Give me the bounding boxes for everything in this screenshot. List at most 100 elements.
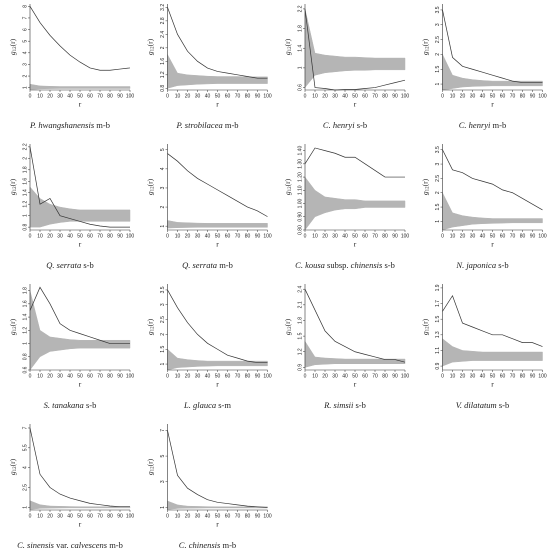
y-label-main: g	[8, 331, 17, 335]
envelope	[29, 500, 131, 510]
x-tick-label: 60	[500, 373, 506, 379]
y-tick-label: 1.4	[22, 189, 28, 196]
y-tick-label: 1	[22, 342, 28, 345]
observed-line	[442, 9, 543, 83]
x-tick-label: 50	[77, 93, 83, 99]
caption: Q. serrata s-b	[46, 260, 93, 270]
x-tick-label: 100	[401, 373, 410, 379]
x-tick-label: 100	[126, 93, 135, 99]
y-tick-label: 5.5	[22, 444, 28, 451]
x-tick-label: 10	[175, 513, 181, 519]
x-tick-label: 30	[332, 373, 338, 379]
envelope	[29, 83, 131, 90]
panel: 0.811.21.41.61.822.20 10 20 30 40 50 60 70 80 90 1…	[8, 143, 135, 270]
x-tick-label: 50	[77, 513, 83, 519]
x-tick-label: 40	[205, 93, 211, 99]
x-tick-label: 50	[490, 233, 496, 239]
x-tick-label: 20	[47, 513, 53, 519]
y-tick-label: 7	[22, 16, 28, 19]
y-axis-label: g12(r)	[145, 458, 155, 475]
x-tick-label: 30	[332, 93, 338, 99]
caption: N. japonica s-b	[455, 260, 508, 270]
x-tick-label: 100	[263, 233, 272, 239]
y-label-main: g	[145, 471, 154, 475]
y-tick-label: 1.8	[297, 317, 303, 324]
y-tick-label: 1.5	[160, 346, 166, 353]
observed-line	[167, 153, 268, 217]
observed-line	[167, 7, 268, 79]
y-label-tail: (r)	[283, 318, 292, 326]
y-label-tail: (r)	[145, 38, 154, 46]
caption-part: C. kousa	[295, 260, 325, 270]
x-tick-label: 20	[47, 93, 53, 99]
caption-part: m-b	[217, 260, 233, 270]
y-label-tail: (r)	[8, 178, 17, 186]
x-tick-label: 70	[97, 513, 103, 519]
y-label-main: g	[145, 331, 154, 335]
x-tick-label: 90	[255, 513, 261, 519]
y-tick-label: 4	[160, 167, 166, 170]
y-tick-label: 0.6	[22, 366, 28, 373]
x-tick-label: 10	[37, 373, 43, 379]
x-tick-label: 30	[195, 373, 201, 379]
x-tick-label: 10	[450, 93, 456, 99]
x-tick-label: 0	[29, 233, 32, 239]
y-label-main: g	[283, 51, 292, 55]
caption-part: m-b	[220, 540, 236, 550]
y-tick-label: 3.5	[435, 6, 441, 13]
envelope	[304, 8, 406, 89]
x-tick-label: 50	[77, 373, 83, 379]
y-label-sub: 12	[426, 326, 431, 332]
caption: P. hwangshanensis m-b	[29, 120, 110, 130]
x-tick-label: 20	[322, 233, 328, 239]
y-tick-label: 5	[22, 40, 28, 43]
y-tick-label: 5	[160, 454, 166, 457]
x-tick-label: 20	[47, 373, 53, 379]
caption: L. glauca s-m	[183, 400, 231, 410]
caption-part: m-b	[490, 120, 506, 130]
caption-part: s-b	[382, 260, 395, 270]
y-tick-label: 1.2	[22, 201, 28, 208]
y-tick-label: 1.5	[297, 332, 303, 339]
y-label-sub: 12	[288, 186, 293, 192]
x-tick-label: 0	[304, 93, 307, 99]
caption-part: C. chinensis	[179, 540, 221, 550]
x-tick-label: 70	[372, 373, 378, 379]
caption: C. sinensis var. calvescens m-b	[17, 540, 123, 550]
caption-part: calvescens	[71, 540, 108, 550]
x-tick-label: 80	[382, 93, 388, 99]
x-tick-label: 40	[205, 513, 211, 519]
x-tick-label: 90	[117, 93, 123, 99]
y-tick-label: 1	[435, 220, 441, 223]
x-tick-label: 50	[352, 233, 358, 239]
x-tick-label: 30	[57, 233, 63, 239]
caption-part: L. glauca	[183, 400, 216, 410]
x-axis-label: r	[354, 100, 357, 109]
caption: C. chinensis m-b	[179, 540, 236, 550]
y-tick-label: 1	[435, 82, 441, 85]
y-axis-label: g12(r)	[283, 178, 293, 195]
x-tick-label: 70	[97, 93, 103, 99]
x-tick-label: 0	[304, 233, 307, 239]
y-tick-label: 1	[22, 86, 28, 89]
caption-part: var.	[54, 540, 71, 550]
x-tick-label: 60	[362, 233, 368, 239]
y-tick-label: 1.8	[22, 287, 28, 294]
x-tick-label: 50	[352, 373, 358, 379]
y-axis-label: g12(r)	[283, 318, 293, 335]
x-tick-label: 60	[225, 373, 231, 379]
y-label-sub: 12	[13, 326, 18, 332]
envelope	[304, 176, 406, 231]
y-tick-label: 0.90	[297, 212, 303, 222]
y-tick-label: 3	[435, 23, 441, 26]
y-tick-label: 5	[160, 148, 166, 151]
x-tick-label: 70	[510, 233, 516, 239]
observed-line	[304, 147, 405, 178]
y-tick-label: 2.4	[160, 31, 166, 38]
x-tick-label: 0	[441, 233, 444, 239]
y-tick-label: 1	[160, 506, 166, 509]
x-tick-label: 30	[195, 513, 201, 519]
x-tick-label: 10	[450, 373, 456, 379]
x-tick-label: 90	[530, 93, 536, 99]
panel: 12.545.570 10 20 30 40 50 60 70 80 90 100rg12(r)C.…	[8, 424, 134, 550]
